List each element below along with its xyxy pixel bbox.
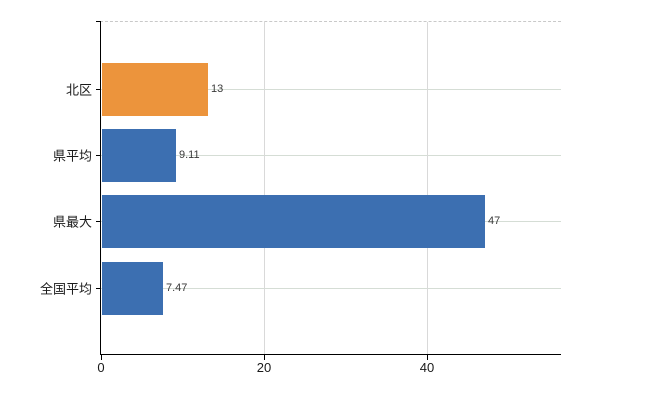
bar-value-label: 7.47 bbox=[166, 282, 188, 294]
x-axis-tick bbox=[100, 355, 102, 360]
x-tick-label: 20 bbox=[256, 360, 272, 375]
bar-value-label: 47 bbox=[488, 215, 501, 227]
gridline-horizontal bbox=[101, 154, 561, 156]
category-label: 全国平均 bbox=[39, 281, 92, 297]
y-axis-tick bbox=[96, 88, 101, 90]
bar-value-label: 13 bbox=[211, 83, 224, 95]
bar bbox=[102, 62, 208, 116]
y-axis-tick bbox=[96, 287, 101, 289]
bar-value-label: 9.11 bbox=[179, 149, 200, 161]
category-label: 北区 bbox=[65, 82, 92, 98]
y-axis-tick bbox=[96, 220, 101, 222]
x-tick-label: 40 bbox=[419, 360, 435, 375]
x-axis-tick bbox=[426, 355, 428, 360]
bar bbox=[102, 194, 485, 248]
gridline-horizontal bbox=[101, 287, 561, 289]
x-axis-tick bbox=[263, 355, 265, 360]
bar bbox=[102, 261, 163, 315]
plot-area: 13 9.11 47 7.47 bbox=[96, 21, 561, 360]
y-axis-tick bbox=[96, 154, 101, 156]
y-axis-tick bbox=[96, 21, 101, 22]
gridline-vertical bbox=[264, 22, 265, 354]
x-tick-label: 0 bbox=[97, 360, 105, 375]
category-label: 県最大 bbox=[52, 214, 92, 230]
gridline-horizontal bbox=[101, 88, 561, 90]
bar bbox=[102, 128, 176, 182]
category-label: 県平均 bbox=[52, 148, 92, 164]
gridline-vertical bbox=[427, 22, 428, 354]
